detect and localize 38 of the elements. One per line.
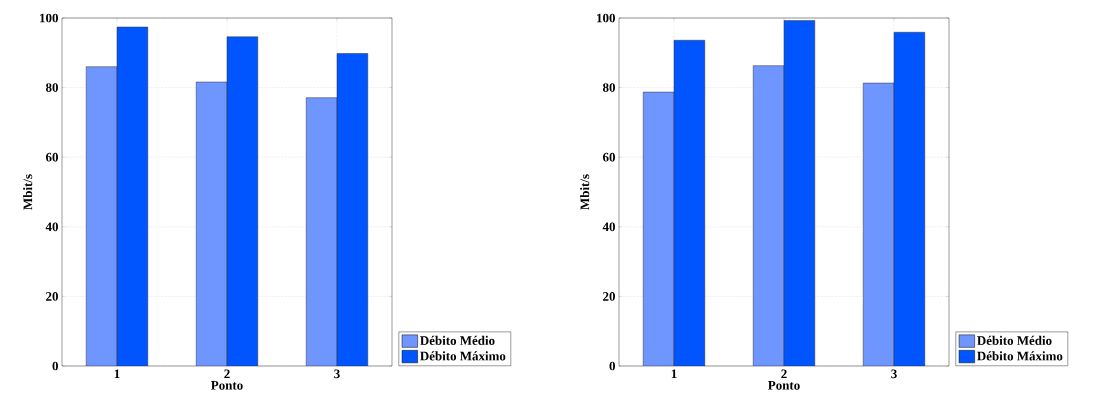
x-tick-label: 1 — [671, 369, 677, 379]
y-tick-label: 100 — [40, 13, 58, 23]
y-tick-label: 20 — [603, 292, 615, 301]
legend-label: Débito Médio — [977, 335, 1052, 345]
x-tick-label: 2 — [781, 369, 787, 379]
y-tick-label: 20 — [46, 292, 58, 301]
legend-label: Débito Médio — [420, 335, 495, 345]
x-tick-label: 3 — [891, 369, 897, 379]
x-tick-label: 3 — [334, 369, 340, 379]
x-axis-title: Ponto — [768, 381, 800, 390]
bar — [116, 26, 149, 366]
y-tick-label: 60 — [45, 152, 58, 162]
legend-label: Débito Máximo — [977, 351, 1063, 361]
x-tick-label: 1 — [114, 369, 120, 379]
bar — [642, 91, 675, 366]
y-tick-label: 60 — [602, 152, 615, 162]
y-axis-title: Mbit/s — [580, 174, 590, 210]
x-tick-label: 2 — [224, 369, 230, 379]
bar — [862, 82, 895, 366]
legend-label: Débito Máximo — [420, 351, 506, 361]
y-tick-label: 80 — [602, 83, 615, 92]
y-tick-label: 100 — [597, 13, 615, 23]
y-tick-label: 80 — [45, 83, 58, 92]
bar — [85, 66, 118, 366]
bar — [226, 36, 259, 366]
y-tick-label: 40 — [45, 222, 58, 232]
bar — [336, 53, 369, 366]
bar — [673, 40, 706, 366]
y-axis-title: Mbit/s — [23, 174, 33, 210]
y-tick-label: 0 — [52, 361, 58, 371]
bar — [752, 65, 785, 366]
x-axis-title: Ponto — [211, 381, 243, 390]
y-tick-label: 0 — [609, 361, 615, 371]
bar — [783, 20, 816, 366]
bar — [893, 32, 926, 366]
bar — [195, 81, 228, 366]
bar — [305, 97, 338, 366]
y-tick-label: 40 — [602, 222, 615, 232]
